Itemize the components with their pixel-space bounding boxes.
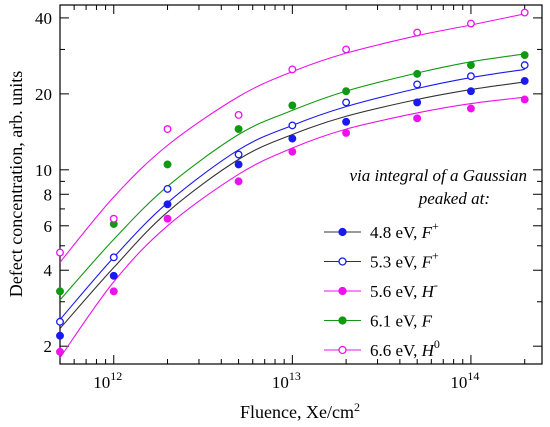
fit-curve-series-1 (59, 81, 525, 329)
data-point-series-4 (413, 69, 422, 78)
y-tick-label: 10 (35, 161, 52, 180)
legend-marker-1 (338, 227, 347, 237)
axis-ticks (59, 5, 542, 364)
data-point-series-4 (288, 101, 297, 110)
legend-marker-2 (338, 257, 347, 266)
data-point-series-5 (234, 110, 243, 119)
data-point-series-2 (56, 317, 64, 326)
data-point-series-3 (413, 114, 422, 123)
data-point-series-2 (466, 72, 475, 81)
data-point-series-2 (288, 121, 297, 130)
data-point-series-5 (288, 65, 297, 74)
data-point-series-4 (520, 51, 529, 60)
data-point-series-3 (234, 177, 243, 186)
legend: via integral of a Gaussian peaked at: 4.… (324, 166, 527, 360)
legend-marker-4 (338, 316, 347, 325)
data-point-series-2 (163, 184, 172, 193)
data-point-series-5 (56, 248, 64, 257)
data-point-series-3 (163, 214, 172, 223)
y-tick-label: 4 (44, 261, 53, 280)
data-point-series-3 (520, 95, 529, 104)
legend-marker-5 (338, 345, 347, 355)
data-point-series-1 (234, 160, 243, 169)
data-point-series-4 (466, 61, 475, 70)
x-tick-label: 1013 (272, 369, 301, 392)
fit-curve-series-3 (59, 96, 525, 359)
data-point-series-5 (520, 8, 529, 17)
x-axis-label: Fluence, Xe/cm2 (240, 400, 360, 422)
data-point-series-5 (109, 214, 118, 223)
data-point-series-2 (342, 98, 351, 107)
data-point-series-1 (520, 77, 529, 85)
y-tick-label: 40 (35, 9, 52, 28)
legend-label-2: 5.3 eV, F+ (370, 249, 439, 272)
data-point-series-5 (163, 125, 172, 134)
data-point-series-1 (163, 200, 172, 209)
legend-title-line-2: peaked at: (418, 189, 490, 208)
data-point-series-1 (342, 117, 351, 126)
legend-label-4: 6.1 eV, F (370, 312, 433, 331)
legend-label-1: 4.8 eV, F+ (370, 219, 439, 242)
legend-marker-3 (338, 286, 347, 296)
fit-curve-series-4 (59, 53, 525, 301)
plot-frame (59, 4, 543, 365)
data-point-series-3 (342, 129, 351, 137)
fit-curve-series-2 (59, 68, 525, 320)
data-point-series-1 (56, 331, 64, 340)
data-point-series-1 (109, 271, 118, 280)
data-point-series-5 (342, 45, 351, 54)
data-point-series-4 (342, 87, 351, 96)
y-tick-label: 6 (44, 217, 53, 236)
legend-label-5: 6.6 eV, H0 (370, 337, 440, 360)
x-tick-label: 1014 (450, 369, 479, 392)
data-point-series-2 (520, 61, 529, 70)
data-point-series-2 (413, 80, 422, 89)
data-point-series-5 (466, 19, 475, 28)
data-point-series-4 (163, 160, 172, 169)
legend-items: 4.8 eV, F+ 5.3 eV, F+ 5.6 eV, H- 6.1 eV, F 6… (324, 219, 440, 360)
data-point-series-3 (466, 104, 475, 113)
data-point-series-3 (56, 347, 64, 356)
data-point-series-4 (56, 287, 64, 296)
data-point-series-1 (288, 134, 297, 143)
data-point-series-2 (109, 253, 118, 262)
y-axis-label: Defect concentration, arb. units (6, 71, 26, 297)
data-points (56, 8, 529, 356)
data-point-series-5 (413, 28, 422, 37)
data-point-series-1 (413, 98, 422, 107)
data-point-series-2 (234, 150, 243, 159)
fit-curve-series-5 (59, 13, 525, 263)
y-tick-label: 8 (44, 185, 53, 204)
legend-title-line-1: via integral of a Gaussian (349, 166, 527, 185)
y-tick-label: 2 (44, 337, 53, 356)
tick-labels: 1012 1013 1014 2 4 6 8 10 20 40 (35, 9, 479, 392)
data-point-series-1 (466, 87, 475, 96)
fit-curves (59, 13, 525, 359)
data-point-series-3 (109, 287, 118, 296)
data-point-series-4 (234, 125, 243, 134)
x-tick-label: 1012 (93, 369, 122, 392)
y-tick-label: 20 (35, 85, 52, 104)
data-point-series-3 (288, 147, 297, 156)
legend-label-3: 5.6 eV, H- (370, 278, 438, 301)
